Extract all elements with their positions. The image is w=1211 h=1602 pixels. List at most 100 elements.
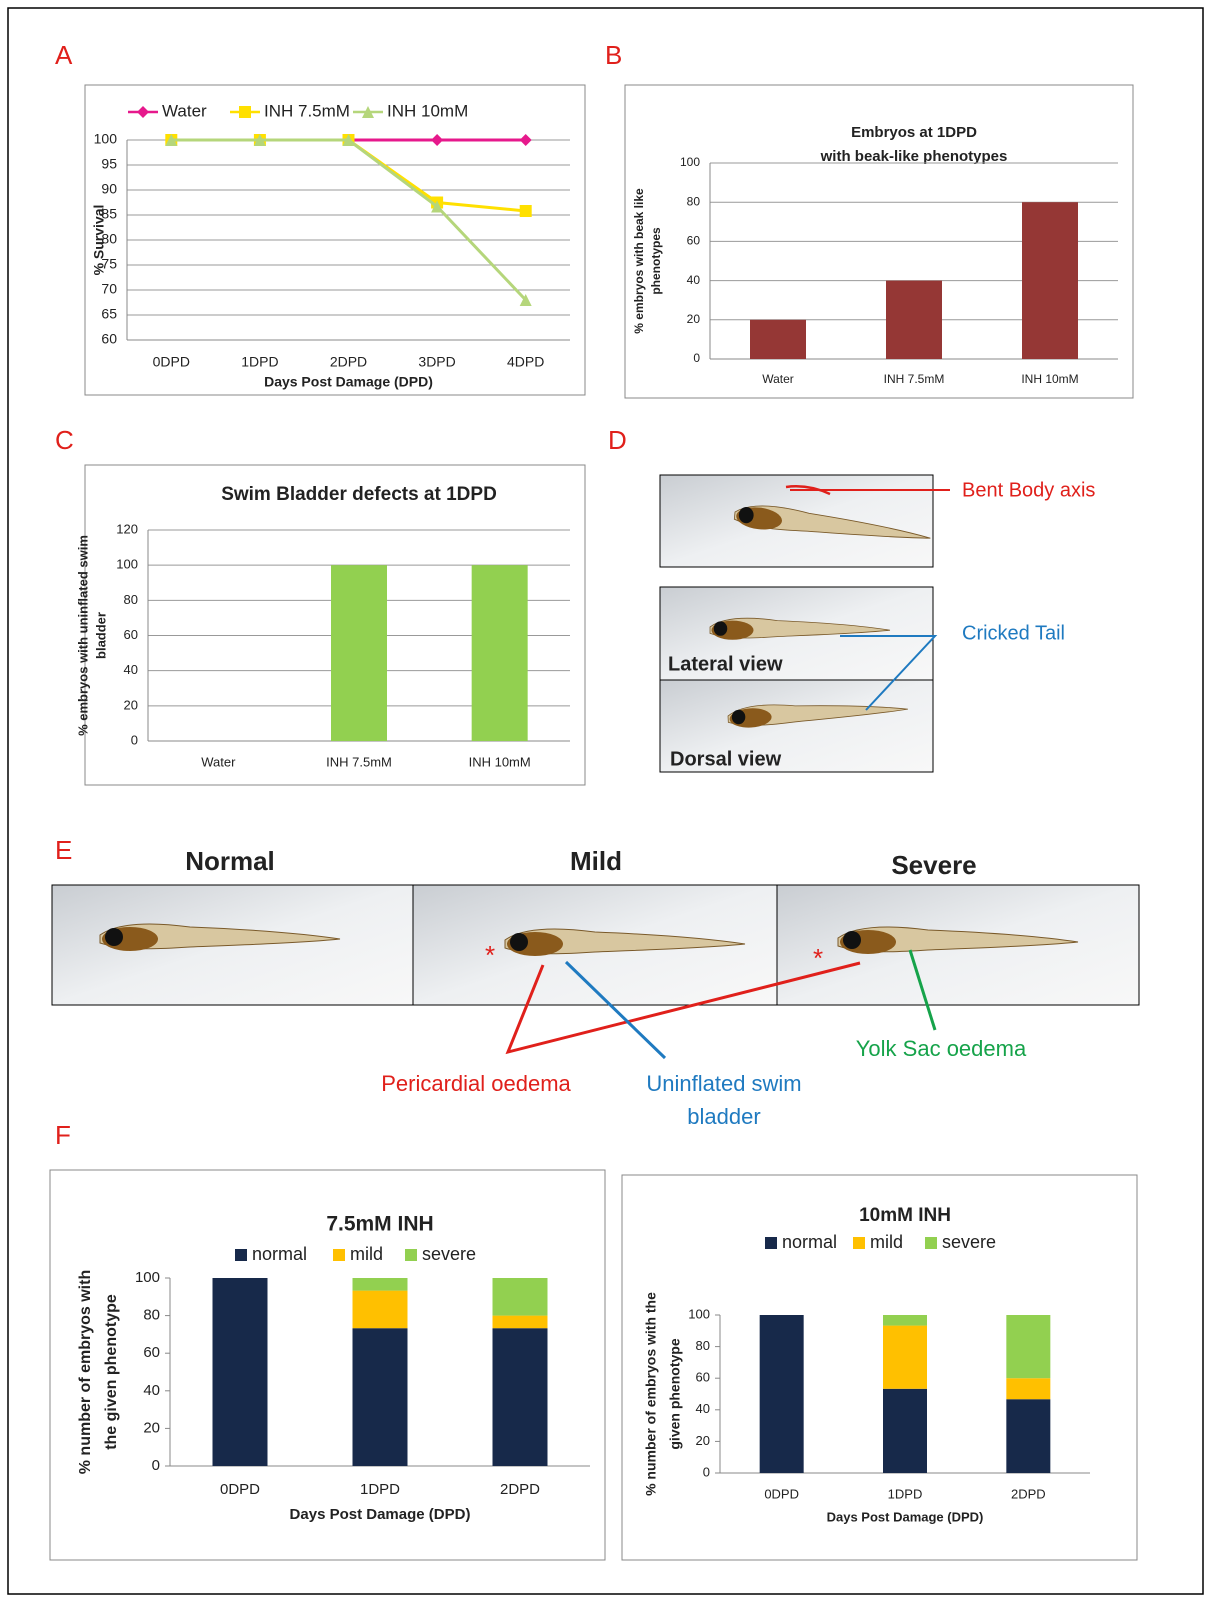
y-tick-label: 60 (687, 234, 701, 248)
y-tick-label: 0 (693, 351, 700, 365)
x-tick-label: 1DPD (360, 1481, 400, 1498)
y-tick-label: 100 (680, 155, 700, 169)
chart-title: 7.5mM INH (326, 1213, 433, 1236)
y-tick-label: 40 (124, 662, 138, 677)
y-tick-label: 40 (696, 1401, 710, 1416)
legend-label: Water (162, 101, 207, 120)
annotation: Pericardial oedema (381, 1071, 571, 1096)
point (520, 205, 532, 217)
y-axis-title: phenotypes (649, 227, 663, 295)
y-tick-label: 0 (131, 732, 138, 747)
x-tick-label: 1DPD (888, 1486, 923, 1501)
photo-title: Normal (185, 846, 275, 876)
y-tick-label: 120 (116, 521, 138, 536)
x-axis-title: Days Post Damage (DPD) (264, 374, 433, 390)
x-tick-label: 0DPD (220, 1481, 260, 1498)
chart-title: Swim Bladder defects at 1DPD (221, 484, 497, 505)
chart: 10mM INH0204060801000DPD1DPD2DPDDays Pos… (622, 1175, 1137, 1560)
x-tick-label: INH 10mM (469, 754, 531, 769)
photo-title: Severe (891, 850, 976, 880)
x-axis-title: Days Post Damage (DPD) (827, 1509, 984, 1524)
x-tick-label: INH 7.5mM (884, 372, 945, 386)
bar-segment (353, 1278, 408, 1291)
y-tick-label: 100 (94, 131, 118, 147)
x-tick-label: 3DPD (418, 354, 455, 370)
y-tick-label: 65 (101, 306, 117, 322)
panel-label: D (608, 425, 627, 455)
annotation: Bent Body axis (962, 479, 1095, 501)
x-tick-label: 4DPD (507, 354, 544, 370)
bar-segment (883, 1326, 927, 1389)
x-tick-label: 0DPD (153, 354, 190, 370)
annotation: Cricked Tail (962, 622, 1065, 644)
bar-segment (1006, 1399, 1050, 1473)
y-axis-title: given phenotype (667, 1338, 683, 1449)
legend-swatch (765, 1237, 777, 1249)
x-tick-label: 2DPD (500, 1481, 540, 1498)
y-tick-label: 80 (687, 194, 701, 208)
y-axis-title: % embryos with beak like (632, 188, 646, 334)
y-tick-label: 20 (687, 312, 701, 326)
x-tick-label: INH 7.5mM (326, 754, 392, 769)
y-tick-label: 90 (101, 181, 117, 197)
legend-swatch (853, 1237, 865, 1249)
panel-label: B (605, 40, 622, 70)
y-tick-label: 60 (143, 1344, 160, 1361)
legend-label: INH 10mM (387, 101, 468, 120)
photo-panel-d: Bent Body axis Cricked Tail Lateral view… (660, 475, 1095, 772)
y-tick-label: 100 (116, 557, 138, 572)
bar-segment (1006, 1315, 1050, 1378)
bar-segment (493, 1328, 548, 1466)
x-tick-label: Water (201, 754, 236, 769)
view-label: Lateral view (668, 653, 783, 675)
bar (331, 565, 387, 741)
legend-label: INH 7.5mM (264, 101, 350, 120)
bar (750, 320, 806, 359)
y-tick-label: 80 (143, 1307, 160, 1324)
chart: Swim Bladder defects at 1DPD020406080100… (75, 465, 585, 785)
y-tick-label: 0 (152, 1457, 160, 1474)
x-tick-label: INH 10mM (1021, 372, 1078, 386)
annotation: bladder (687, 1104, 760, 1129)
bar-segment (493, 1316, 548, 1329)
y-tick-label: 0 (703, 1464, 710, 1479)
y-tick-label: 100 (688, 1306, 710, 1321)
bar-segment (1006, 1378, 1050, 1399)
panel-label: C (55, 425, 74, 455)
x-tick-label: 0DPD (764, 1486, 799, 1501)
chart-title: 10mM INH (859, 1205, 951, 1226)
y-axis-title: bladder (93, 612, 108, 659)
figure: A B C D E F Bent Body axis Cricked Tail … (0, 0, 1211, 1602)
x-tick-label: 2DPD (330, 354, 367, 370)
y-axis-title: % number of embryos with the (643, 1292, 659, 1496)
legend-swatch (925, 1237, 937, 1249)
chart: 7.5mM INH0204060801000DPD1DPD2DPDDays Po… (50, 1170, 605, 1560)
photo-title: Mild (570, 846, 622, 876)
legend-swatch (333, 1249, 345, 1261)
y-tick-label: 60 (124, 627, 138, 642)
y-axis-title: % embryos with uninflated swim (75, 535, 90, 736)
y-tick-label: 20 (696, 1433, 710, 1448)
y-axis-title: % number of embryos with (77, 1270, 94, 1474)
legend-swatch (235, 1249, 247, 1261)
x-tick-label: 1DPD (241, 354, 278, 370)
bar-segment (493, 1278, 548, 1316)
x-tick-label: Water (762, 372, 794, 386)
asterisk: * (813, 943, 823, 973)
point (239, 106, 251, 118)
view-label: Dorsal view (670, 748, 782, 770)
annotation: Yolk Sac oedema (856, 1036, 1027, 1061)
y-tick-label: 60 (101, 331, 117, 347)
bar-segment (353, 1291, 408, 1329)
photo-panel-e: Normal Mild Severe * * Pericardial oedem… (52, 846, 1139, 1129)
y-tick-label: 95 (101, 156, 117, 172)
y-tick-label: 60 (696, 1370, 710, 1385)
bar (886, 281, 942, 359)
legend-label: normal (252, 1244, 307, 1264)
y-tick-label: 20 (124, 697, 138, 712)
legend-label: mild (350, 1244, 383, 1264)
x-axis-title: Days Post Damage (DPD) (290, 1506, 471, 1523)
legend-label: severe (422, 1244, 476, 1264)
